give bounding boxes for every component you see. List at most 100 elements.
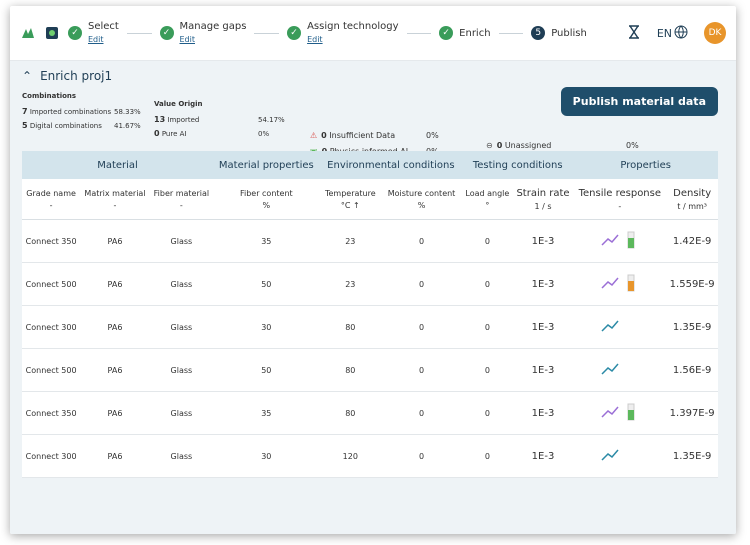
table-cell: Connect 300 xyxy=(22,434,81,478)
hourglass-icon xyxy=(627,24,641,42)
table-cell: 23 xyxy=(319,219,381,263)
step-connector xyxy=(406,32,432,34)
column-header[interactable]: Grade name - xyxy=(22,179,81,220)
column-name: Tensile response xyxy=(578,187,662,199)
language: EN xyxy=(656,26,673,40)
step-label: Select xyxy=(88,21,119,32)
percent: 0% xyxy=(258,130,270,138)
percent: 0% xyxy=(426,131,439,140)
count: 13 xyxy=(154,115,166,124)
enrich-panel: ⌃ Enrich proj1 Publish material data Combin… xyxy=(10,61,736,534)
tensile-icon[interactable] xyxy=(600,403,640,423)
step-label: Manage gaps xyxy=(179,21,247,32)
stepper-bar: ✓ Select Edit ✓ Manage gaps Edit ✓ Assign techn… xyxy=(10,6,736,61)
language-switch[interactable]: EN xyxy=(657,25,688,42)
step-check: ✓ xyxy=(287,26,302,40)
column-header[interactable]: Fiber material - xyxy=(149,179,213,220)
summary-heading: Combinations xyxy=(22,92,77,100)
percent: 58.33% xyxy=(114,108,141,116)
step: ✓ Enrich xyxy=(439,26,491,40)
table-cell: 0 xyxy=(462,305,513,349)
column-name: Matrix material xyxy=(84,188,146,198)
table-cell: 80 xyxy=(319,348,381,392)
label: Unassigned xyxy=(504,141,552,150)
column-header[interactable]: Matrix material - xyxy=(80,179,150,220)
step-check: ✓ xyxy=(159,26,174,40)
table-cell: 1E-3 xyxy=(512,391,574,435)
step-edit-link[interactable]: Edit xyxy=(88,35,104,44)
tensile-response-cell xyxy=(573,219,667,263)
table-cell: 0 xyxy=(462,348,513,392)
table-cell: 0 xyxy=(380,219,463,263)
group-header: Properties xyxy=(573,151,718,179)
column-unit: °C ↑ xyxy=(340,200,360,210)
table-cell: 1E-3 xyxy=(512,219,574,263)
user-avatar[interactable]: DK xyxy=(704,22,727,44)
table-cell: 0 xyxy=(380,348,463,392)
label: Digital combinations xyxy=(29,122,102,130)
column-header[interactable]: Density t / mm³ xyxy=(666,179,718,220)
count: 0 xyxy=(496,141,503,150)
column-header[interactable]: Load angle ° xyxy=(462,179,513,220)
density-cell: 1.397E-9 xyxy=(666,391,718,435)
table-cell: 80 xyxy=(319,391,381,435)
column-header[interactable]: Tensile response - xyxy=(573,179,667,220)
tensile-icon[interactable] xyxy=(600,320,640,337)
table-cell: Glass xyxy=(149,391,213,435)
app-logo-2 xyxy=(44,25,60,41)
step-edit-link[interactable]: Edit xyxy=(307,35,323,44)
step-label: Assign technology xyxy=(307,21,399,32)
table-cell: 1E-3 xyxy=(512,305,574,349)
table-cell: PA6 xyxy=(80,348,150,392)
column-unit: - xyxy=(49,200,53,210)
table-cell: Connect 350 xyxy=(22,219,81,263)
table-cell: 0 xyxy=(380,262,463,306)
column-name: Density xyxy=(673,187,712,199)
table-cell: Glass xyxy=(149,434,213,478)
table-cell: 30 xyxy=(213,305,320,349)
summary-row: 5 Digital combinations 41.67% xyxy=(22,119,144,133)
column-unit: - xyxy=(179,200,183,210)
tensile-icon[interactable] xyxy=(600,363,640,380)
column-header[interactable]: Fiber content% xyxy=(213,179,320,220)
step-number: 5 xyxy=(531,26,546,40)
table-row: Connect 500 PA6 Glass 50 23 0 0 1E-3 1.559E-9 xyxy=(22,262,718,306)
tensile-icon[interactable] xyxy=(600,449,640,466)
tensile-response-cell xyxy=(573,348,667,392)
publish-button[interactable]: Publish material data xyxy=(560,87,718,116)
percent: 54.17% xyxy=(258,116,285,124)
column-name: Moisture content xyxy=(387,188,456,198)
density-cell: 1.559E-9 xyxy=(666,262,718,306)
table-cell: Glass xyxy=(149,305,213,349)
step-label: Enrich xyxy=(459,27,491,39)
column-name: Fiber material xyxy=(153,188,210,198)
table-cell: 1E-3 xyxy=(512,262,574,306)
status-row: ⊖ 0 Unassigned 0% xyxy=(486,141,666,150)
table-cell: 120 xyxy=(319,434,381,478)
step-check: ✓ xyxy=(68,26,82,40)
step-text: Enrich xyxy=(459,27,490,40)
column-unit: - xyxy=(618,201,622,211)
globe-icon xyxy=(674,25,688,42)
tensile-icon[interactable] xyxy=(600,274,640,294)
collapse-caret[interactable]: ⌃ xyxy=(22,69,33,83)
step-text: Assign technology Edit xyxy=(307,20,398,46)
column-header[interactable]: Temperature °C ↑ xyxy=(319,179,381,220)
count: 0 xyxy=(321,131,327,140)
column-unit: % xyxy=(262,200,271,210)
step-connector xyxy=(498,32,524,34)
summary-block: Value Origin 13 Imported 54.17% 0 Pure AI 0% xyxy=(154,97,288,141)
column-unit: t / mm³ xyxy=(677,201,707,211)
table-cell: PA6 xyxy=(80,262,150,306)
column-header[interactable]: Moisture content% xyxy=(380,179,463,220)
tensile-icon[interactable] xyxy=(600,231,640,251)
count: 5 xyxy=(22,121,28,130)
table-row: Connect 350 PA6 Glass 35 23 0 0 1E-3 1.42E-9 xyxy=(22,219,718,263)
column-header[interactable]: Strain rate 1 / s xyxy=(512,179,574,220)
step-edit-link[interactable]: Edit xyxy=(179,35,196,44)
tensile-response-cell xyxy=(573,305,667,349)
nav-right: EN DK xyxy=(627,22,727,44)
summary-row: 7 Imported combinations 58.33% xyxy=(22,105,144,119)
table-cell: 30 xyxy=(213,434,320,478)
